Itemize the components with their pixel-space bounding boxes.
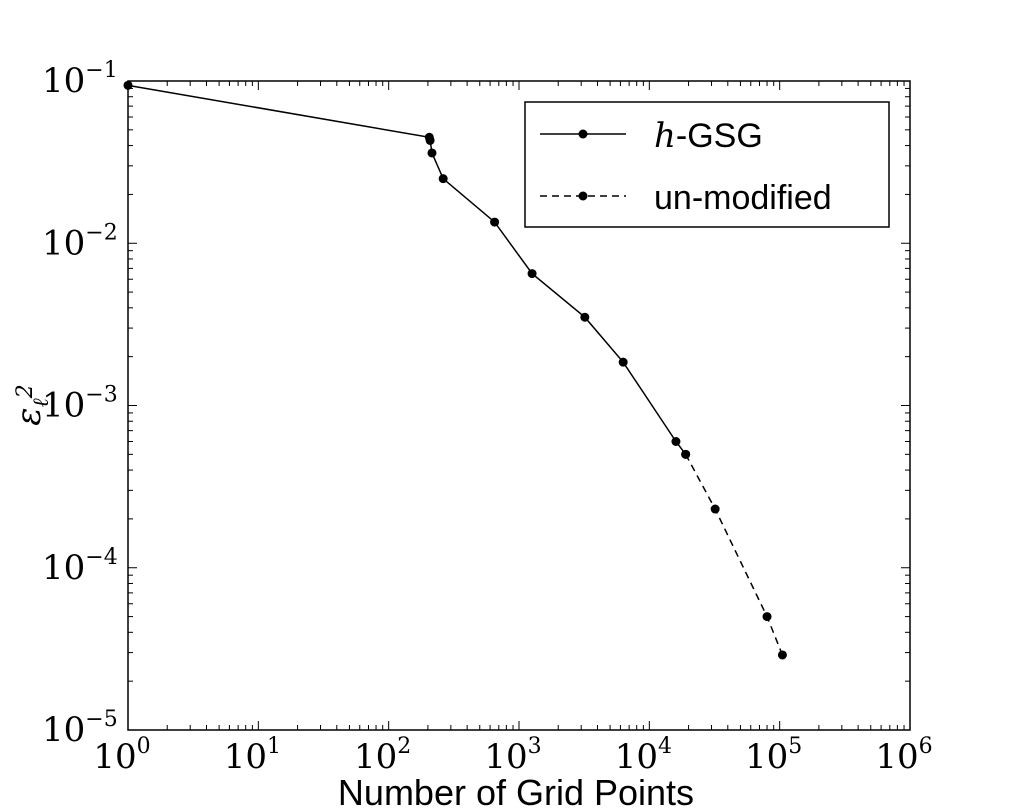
data-point-0 bbox=[671, 436, 681, 446]
data-point-0 bbox=[527, 269, 537, 279]
data-point-1 bbox=[777, 650, 787, 660]
y-tick-label: 10−4 bbox=[42, 545, 118, 588]
axis-ticks bbox=[127, 80, 911, 731]
data-point-1 bbox=[681, 449, 691, 459]
x-tick-label: 100 bbox=[93, 734, 150, 777]
x-tick-label: 103 bbox=[484, 734, 541, 777]
legend-box bbox=[524, 101, 890, 228]
legend: h-GSG un-modified bbox=[524, 101, 890, 228]
plot-marks bbox=[123, 80, 787, 660]
y-axis-title: εℓ2 bbox=[9, 384, 54, 425]
x-tick-label: 105 bbox=[745, 734, 802, 777]
data-point-0 bbox=[490, 217, 500, 227]
data-point-0 bbox=[427, 148, 437, 158]
series-line-1 bbox=[684, 453, 784, 656]
y-axis-title-sup: 2 bbox=[13, 384, 38, 399]
x-tick-labels: 100 101 102 103 104 105 106 bbox=[93, 734, 932, 777]
y-tick-label: 10−1 bbox=[42, 58, 118, 101]
data-point-1 bbox=[762, 612, 772, 622]
y-axis-title-sub: ℓ bbox=[29, 397, 54, 407]
y-tick-labels: 10−1 10−2 10−3 10−4 10−5 bbox=[42, 58, 118, 750]
data-point-0 bbox=[580, 312, 590, 322]
x-tick-label: 101 bbox=[224, 734, 281, 777]
y-tick-label: 10−3 bbox=[42, 383, 118, 426]
legend-label-hgsg: h-GSG bbox=[654, 116, 763, 156]
svg-text:εℓ2: εℓ2 bbox=[9, 384, 54, 425]
data-point-0 bbox=[425, 135, 435, 145]
y-tick-label: 10−5 bbox=[42, 707, 118, 750]
data-point-0 bbox=[438, 174, 448, 184]
y-tick-label: 10−2 bbox=[42, 220, 118, 263]
legend-marker-unmodified bbox=[578, 191, 588, 201]
y-axis-title-base: ε bbox=[9, 407, 49, 425]
x-axis-title: Number of Grid Points bbox=[338, 772, 694, 812]
x-tick-label: 106 bbox=[875, 734, 932, 777]
data-point-0 bbox=[618, 357, 628, 367]
x-tick-label: 102 bbox=[354, 734, 411, 777]
x-tick-label: 104 bbox=[615, 734, 672, 777]
legend-marker-hgsg bbox=[578, 129, 588, 139]
data-point-1 bbox=[710, 504, 720, 514]
legend-label-unmodified: un-modified bbox=[654, 179, 832, 217]
